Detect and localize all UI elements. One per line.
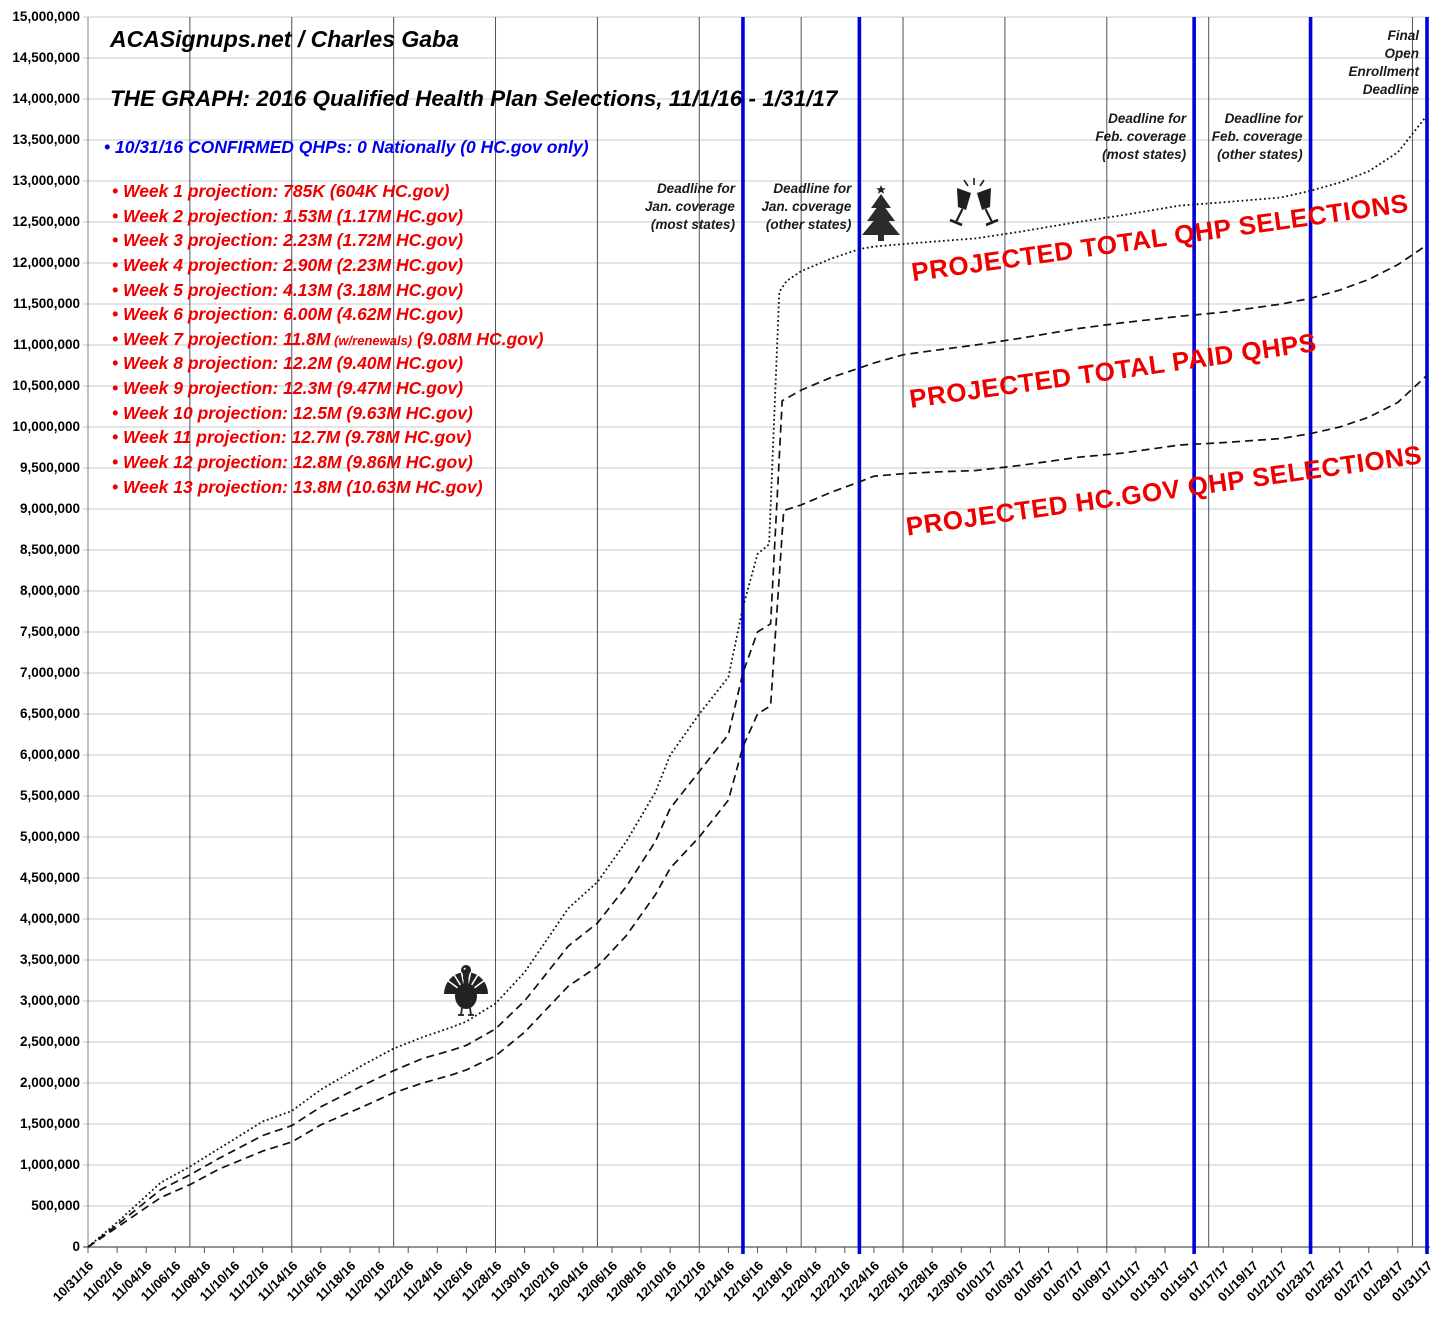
projection-item-week-4: • Week 4 projection: 2.90M (2.23M HC.gov…: [112, 254, 464, 275]
series-line-1: [87, 244, 1428, 1248]
projection-item-week-5: • Week 5 projection: 4.13M (3.18M HC.gov…: [112, 279, 464, 300]
deadline-label-01/31/17: Final Open Enrollment Deadline: [1348, 28, 1419, 97]
y-axis-label: 6,500,000: [19, 706, 80, 721]
y-axis-label: 12,500,000: [12, 214, 80, 229]
y-axis-label: 3,000,000: [19, 993, 80, 1008]
deadline-label-01/15/17: Deadline for Feb. coverage (most states): [1095, 111, 1187, 162]
y-axis-label: 5,500,000: [19, 788, 80, 803]
christmas-tree-icon: [862, 185, 900, 241]
y-axis-label: 10,500,000: [12, 378, 80, 393]
y-axis-label: 3,500,000: [19, 952, 80, 967]
y-axis-label: 7,500,000: [19, 624, 80, 639]
deadline-label-01/23/17: Deadline for Feb. coverage (other states): [1211, 111, 1303, 162]
y-axis-label: 2,500,000: [19, 1034, 80, 1049]
projection-item-week-7: • Week 7 projection: 11.8M (w/renewals) …: [112, 328, 544, 349]
y-axis-label: 0: [72, 1239, 80, 1254]
y-axis-label: 6,000,000: [19, 747, 80, 762]
y-axis-label: 4,000,000: [19, 911, 80, 926]
projection-list: • Week 1 projection: 785K (604K HC.gov) •…: [112, 181, 543, 501]
deadline-label-12/15/16: Deadline for Jan. coverage (most states): [644, 181, 735, 232]
confirmed-qhp-note: • 10/31/16 CONFIRMED QHPs: 0 Nationally …: [104, 137, 589, 157]
deadline-label-12/23/16: Deadline for Jan. coverage (other states): [761, 181, 852, 232]
y-axis-label: 15,000,000: [12, 9, 80, 24]
y-axis-label: 14,500,000: [12, 50, 80, 65]
y-axis-label: 1,500,000: [19, 1116, 80, 1131]
projection-item-week-2: • Week 2 projection: 1.53M (1.17M HC.gov…: [112, 205, 464, 226]
y-axis-label: 7,000,000: [19, 665, 80, 680]
projection-item-week-6: • Week 6 projection: 6.00M (4.62M HC.gov…: [112, 304, 464, 325]
projection-item-week-11: • Week 11 projection: 12.7M (9.78M HC.go…: [112, 427, 472, 448]
y-axis-label: 13,500,000: [12, 132, 80, 147]
projection-item-week-3: • Week 3 projection: 2.23M (1.72M HC.gov…: [112, 230, 464, 251]
y-axis-label: 2,000,000: [19, 1075, 80, 1090]
champagne-toast-icon: [949, 178, 999, 227]
y-axis-label: 5,000,000: [19, 829, 80, 844]
y-axis-label: 12,000,000: [12, 255, 80, 270]
projection-item-week-13: • Week 13 projection: 13.8M (10.63M HC.g…: [112, 476, 483, 497]
y-axis-label: 1,000,000: [19, 1157, 80, 1172]
y-axis-label: 13,000,000: [12, 173, 80, 188]
projection-item-week-10: • Week 10 projection: 12.5M (9.63M HC.go…: [112, 402, 473, 423]
y-axis-label: 500,000: [31, 1198, 80, 1213]
chart-title: THE GRAPH: 2016 Qualified Health Plan Se…: [110, 86, 838, 111]
y-axis-label: 9,500,000: [19, 460, 80, 475]
y-axis-label: 11,000,000: [13, 337, 80, 352]
thanksgiving-turkey-icon: [444, 965, 488, 1016]
series-line-2: [87, 374, 1428, 1248]
y-axis-label: 8,500,000: [19, 542, 80, 557]
y-axis-label: 8,000,000: [19, 583, 80, 598]
y-axis-label: 9,000,000: [19, 501, 80, 516]
y-axis-label: 10,000,000: [12, 419, 80, 434]
projection-item-week-1: • Week 1 projection: 785K (604K HC.gov): [112, 181, 450, 201]
projection-item-week-8: • Week 8 projection: 12.2M (9.40M HC.gov…: [112, 353, 464, 374]
site-credit: ACASignups.net / Charles Gaba: [110, 26, 459, 52]
y-axis-label: 11,500,000: [13, 296, 80, 311]
projection-item-week-12: • Week 12 projection: 12.8M (9.86M HC.go…: [112, 452, 473, 473]
y-axis-label: 4,500,000: [19, 870, 80, 885]
y-axis-label: 14,000,000: [12, 91, 80, 106]
projection-item-week-9: • Week 9 projection: 12.3M (9.47M HC.gov…: [112, 378, 464, 399]
